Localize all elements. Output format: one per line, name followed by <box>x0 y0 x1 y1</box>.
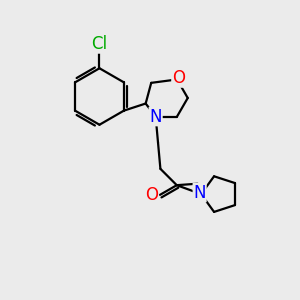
Text: N: N <box>194 184 206 202</box>
Text: N: N <box>149 107 162 125</box>
Text: O: O <box>145 186 158 204</box>
Text: O: O <box>172 69 185 87</box>
Text: Cl: Cl <box>92 35 107 53</box>
